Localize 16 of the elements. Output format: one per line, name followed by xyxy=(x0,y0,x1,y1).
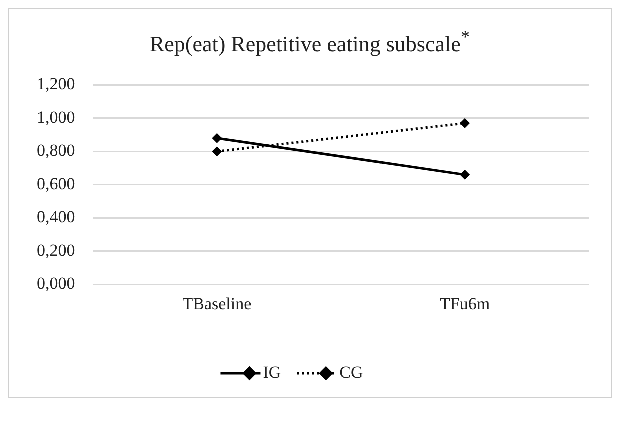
x-tick-label: TBaseline xyxy=(182,294,252,314)
y-tick-label: 0,000 xyxy=(37,274,76,294)
y-tick-label: 0,400 xyxy=(37,208,76,227)
y-tick-label: 1,200 xyxy=(37,74,76,94)
point xyxy=(460,118,470,129)
legend-label: IG xyxy=(263,363,282,382)
point xyxy=(460,170,470,180)
point xyxy=(212,146,222,157)
y-tick-label: 0,600 xyxy=(37,174,76,194)
chart-title: Rep(eat) Repetitive eating subscale$^{*}$ xyxy=(148,26,472,58)
y-tick-label: 1,000 xyxy=(37,108,76,128)
legend-label: CG xyxy=(340,363,364,382)
y-tick-label: 0,800 xyxy=(37,141,76,160)
x-tick-label: TFu6m xyxy=(440,294,490,314)
y-tick-label: 0,200 xyxy=(37,241,76,260)
point xyxy=(212,134,222,144)
